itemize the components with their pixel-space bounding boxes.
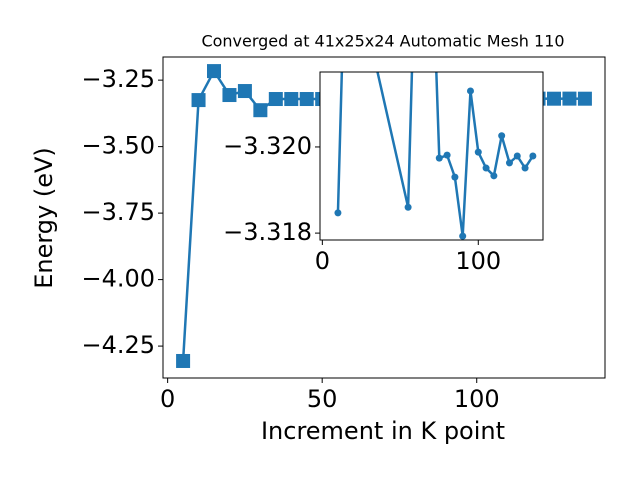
data-point xyxy=(404,203,412,211)
x-tick-label: 100 xyxy=(454,385,500,413)
data-point xyxy=(237,84,252,99)
data-point xyxy=(513,152,521,160)
data-point xyxy=(299,92,314,107)
y-tick-label: −3.320 xyxy=(223,132,312,160)
data-point xyxy=(207,64,221,79)
data-point xyxy=(505,159,513,167)
data-point xyxy=(547,91,561,106)
data-point xyxy=(490,172,498,180)
data-point xyxy=(222,88,237,103)
x-tick-label: 0 xyxy=(160,385,175,413)
y-tick-label: −4.25 xyxy=(81,331,155,359)
data-point xyxy=(191,93,206,108)
plot-layer xyxy=(334,72,537,240)
data-point xyxy=(459,232,467,240)
chart-title: Converged at 41x25x24 Automatic Mesh 110 xyxy=(201,32,564,51)
data-point xyxy=(176,353,191,368)
data-point xyxy=(562,91,577,106)
data-point xyxy=(521,164,529,172)
x-tick-label: 0 xyxy=(315,247,330,275)
data-point xyxy=(451,173,459,181)
plot-frame xyxy=(162,56,606,379)
x-axis-label: Increment in K point xyxy=(261,417,505,445)
data-point xyxy=(334,209,342,217)
y-tick-label: −3.318 xyxy=(223,218,312,246)
y-tick-label: −4.00 xyxy=(81,265,155,293)
data-point xyxy=(482,164,490,172)
data-point xyxy=(443,151,451,159)
data-point xyxy=(435,154,443,162)
data-point xyxy=(474,148,482,156)
data-point xyxy=(466,87,474,95)
y-axis-label: Energy (eV) xyxy=(30,147,58,289)
plot-frame xyxy=(319,71,544,241)
plot-area xyxy=(320,72,543,240)
x-tick-label: 100 xyxy=(455,247,501,275)
data-point xyxy=(529,152,537,160)
y-tick-label: −3.25 xyxy=(81,65,155,93)
x-tick-label: 50 xyxy=(307,385,338,413)
y-tick-label: −3.50 xyxy=(81,132,155,160)
data-point xyxy=(577,91,592,106)
y-tick-label: −3.75 xyxy=(81,198,155,226)
data-point xyxy=(498,132,506,140)
data-point xyxy=(268,92,283,107)
data-point xyxy=(253,103,268,118)
data-point xyxy=(284,92,299,107)
